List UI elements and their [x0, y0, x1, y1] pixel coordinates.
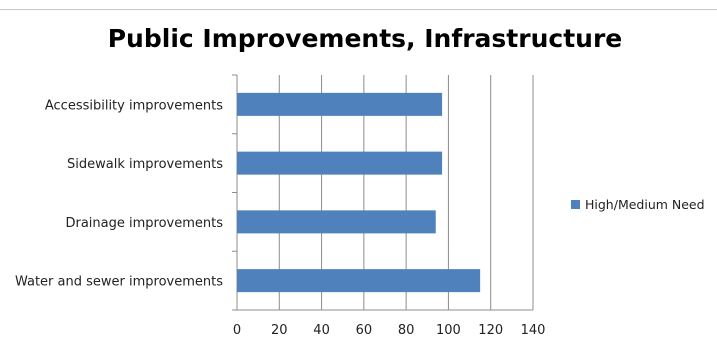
x-tick-label: 100: [436, 323, 461, 338]
category-label: Drainage improvements: [65, 216, 223, 231]
x-tick-label: 80: [398, 323, 415, 338]
category-label: Water and sewer improvements: [15, 275, 223, 290]
x-tick-label: 0: [233, 323, 241, 338]
x-tick-label: 120: [478, 323, 503, 338]
x-tick-label: 20: [271, 323, 288, 338]
category-label: Sidewalk improvements: [67, 157, 223, 172]
x-tick-label: 60: [356, 323, 373, 338]
x-tick-label: 40: [313, 323, 330, 338]
chart-title: Public Improvements, Infrastructure: [107, 24, 623, 53]
legend-swatch: [571, 200, 580, 209]
category-label: Accessibility improvements: [45, 98, 223, 113]
bar: [237, 92, 443, 116]
bar: [237, 210, 436, 234]
x-tick-label: 140: [521, 323, 546, 338]
legend: High/Medium Need: [571, 197, 705, 212]
legend-label: High/Medium Need: [585, 197, 705, 212]
bar: [237, 151, 443, 175]
top-divider: [0, 9, 717, 10]
bar: [237, 269, 481, 293]
